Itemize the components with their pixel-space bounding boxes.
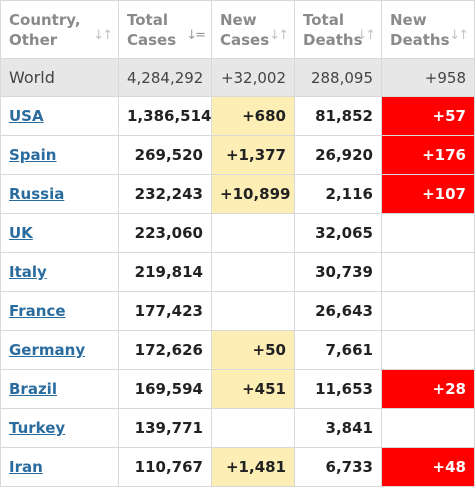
sort-icon[interactable]: ↓↑ [269, 28, 289, 43]
table-row: Russia 232,243 +10,899 2,116 +107 [0, 174, 475, 214]
new-deaths-cell: +48 [381, 447, 475, 487]
new-cases-cell: +1,481 [211, 447, 295, 487]
total-cases-cell: 169,594 [118, 369, 212, 409]
sort-icon[interactable]: ↓↑ [356, 28, 376, 43]
table-row: Iran 110,767 +1,481 6,733 +48 [0, 447, 475, 487]
new-deaths-cell: +107 [381, 174, 475, 214]
header-new-deaths-label: New Deaths [390, 10, 450, 49]
world-country: World [0, 58, 119, 97]
header-country[interactable]: Country, Other ↓↑ [0, 0, 119, 59]
table-row: UK 223,060 32,065 [0, 213, 475, 253]
total-deaths-cell: 30,739 [294, 252, 382, 292]
sort-icon[interactable]: ↓↑ [93, 28, 113, 43]
new-cases-cell: +680 [211, 96, 295, 136]
total-deaths-cell: 2,116 [294, 174, 382, 214]
table-row: Germany 172,626 +50 7,661 [0, 330, 475, 370]
header-new-deaths[interactable]: New Deaths ↓↑ [381, 0, 475, 59]
total-deaths-cell: 6,733 [294, 447, 382, 487]
new-deaths-cell [381, 213, 475, 253]
total-cases-cell: 269,520 [118, 135, 212, 175]
sort-icon[interactable]: ↓↑ [449, 28, 469, 43]
new-cases-cell: +1,377 [211, 135, 295, 175]
country-link[interactable]: Iran [9, 458, 43, 476]
total-cases-cell: 223,060 [118, 213, 212, 253]
table-row: Italy 219,814 30,739 [0, 252, 475, 292]
total-cases-cell: 232,243 [118, 174, 212, 214]
header-total-deaths-label: Total Deaths [303, 10, 363, 49]
header-row: Country, Other ↓↑ Total Cases ↓= New Cas… [0, 0, 475, 59]
total-deaths-cell: 11,653 [294, 369, 382, 409]
new-deaths-cell: +28 [381, 369, 475, 409]
country-cell: Italy [0, 252, 119, 292]
new-cases-cell [211, 213, 295, 253]
country-link[interactable]: Germany [9, 341, 86, 359]
country-cell: France [0, 291, 119, 331]
country-link[interactable]: Spain [9, 146, 57, 164]
country-cell: Spain [0, 135, 119, 175]
country-cell: Brazil [0, 369, 119, 409]
country-link[interactable]: Italy [9, 263, 47, 281]
country-link[interactable]: Russia [9, 185, 65, 203]
header-total-cases[interactable]: Total Cases ↓= [118, 0, 212, 59]
total-cases-cell: 177,423 [118, 291, 212, 331]
new-cases-cell [211, 291, 295, 331]
header-new-cases-label: New Cases [220, 10, 270, 49]
new-cases-cell: +50 [211, 330, 295, 370]
country-link[interactable]: USA [9, 107, 44, 125]
new-deaths-cell [381, 252, 475, 292]
country-link[interactable]: UK [9, 224, 33, 242]
new-deaths-cell: +57 [381, 96, 475, 136]
country-cell: Russia [0, 174, 119, 214]
country-cell: UK [0, 213, 119, 253]
total-deaths-cell: 81,852 [294, 96, 382, 136]
total-cases-cell: 172,626 [118, 330, 212, 370]
new-deaths-cell [381, 408, 475, 448]
new-cases-cell: +451 [211, 369, 295, 409]
total-deaths-cell: 32,065 [294, 213, 382, 253]
total-cases-cell: 139,771 [118, 408, 212, 448]
total-cases-cell: 219,814 [118, 252, 212, 292]
total-deaths-cell: 7,661 [294, 330, 382, 370]
country-link[interactable]: Turkey [9, 419, 66, 437]
table-row: Turkey 139,771 3,841 [0, 408, 475, 448]
total-cases-cell: 1,386,514 [118, 96, 212, 136]
new-deaths-cell [381, 330, 475, 370]
world-total-deaths: 288,095 [294, 58, 382, 97]
new-cases-cell [211, 252, 295, 292]
total-deaths-cell: 3,841 [294, 408, 382, 448]
world-row: World 4,284,292 +32,002 288,095 +958 [0, 58, 475, 97]
new-cases-cell: +10,899 [211, 174, 295, 214]
country-link[interactable]: Brazil [9, 380, 57, 398]
total-deaths-cell: 26,643 [294, 291, 382, 331]
country-link[interactable]: France [9, 302, 66, 320]
country-cell: Germany [0, 330, 119, 370]
world-total-cases: 4,284,292 [118, 58, 212, 97]
table-row: Spain 269,520 +1,377 26,920 +176 [0, 135, 475, 175]
total-cases-cell: 110,767 [118, 447, 212, 487]
table-row: Brazil 169,594 +451 11,653 +28 [0, 369, 475, 409]
total-deaths-cell: 26,920 [294, 135, 382, 175]
new-deaths-cell: +176 [381, 135, 475, 175]
world-new-deaths: +958 [381, 58, 475, 97]
header-new-cases[interactable]: New Cases ↓↑ [211, 0, 295, 59]
country-cell: USA [0, 96, 119, 136]
new-deaths-cell [381, 291, 475, 331]
table-row: France 177,423 26,643 [0, 291, 475, 331]
header-total-cases-label: Total Cases [127, 10, 177, 49]
country-cell: Iran [0, 447, 119, 487]
new-cases-cell [211, 408, 295, 448]
world-new-cases: +32,002 [211, 58, 295, 97]
table-row: USA 1,386,514 +680 81,852 +57 [0, 96, 475, 136]
country-cell: Turkey [0, 408, 119, 448]
header-total-deaths[interactable]: Total Deaths ↓↑ [294, 0, 382, 59]
sort-desc-icon[interactable]: ↓= [186, 28, 206, 43]
header-country-label: Country, Other [9, 10, 81, 49]
